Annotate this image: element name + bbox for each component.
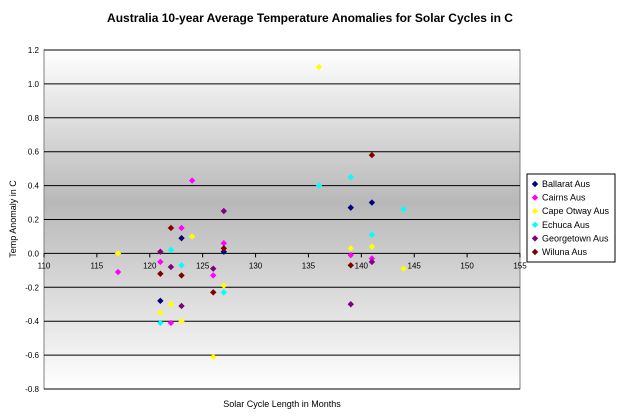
y-tick-label: 0.2 xyxy=(28,216,40,225)
data-point xyxy=(347,245,354,252)
y-tick-label: 1.2 xyxy=(28,46,40,55)
x-axis-label: Solar Cycle Length in Months xyxy=(223,399,341,409)
data-point xyxy=(178,318,185,325)
data-point xyxy=(368,258,376,266)
data-points xyxy=(114,63,407,360)
y-tick-label: 0.0 xyxy=(28,249,40,258)
x-tick-label: 145 xyxy=(408,261,422,270)
legend-marker xyxy=(531,208,539,215)
data-point xyxy=(220,240,228,247)
x-tick-label: 135 xyxy=(302,261,316,270)
data-point xyxy=(347,251,354,259)
data-point xyxy=(368,199,376,206)
y-tick-labels: 1.2 1.0 0.8 0.6 0.4 0.2 0.0 -0.2 -0.4 -0.6 -0.8 xyxy=(25,46,39,394)
data-point xyxy=(220,207,228,215)
y-tick-label: 0.4 xyxy=(28,182,40,191)
grid-lines xyxy=(44,49,520,390)
x-tick-label: 150 xyxy=(460,261,474,270)
data-point xyxy=(210,272,217,279)
y-tick-label: 1.0 xyxy=(28,80,40,89)
legend-box xyxy=(526,173,616,263)
data-point xyxy=(178,224,185,232)
data-point xyxy=(114,250,122,257)
data-point xyxy=(178,302,185,310)
data-point xyxy=(220,289,228,296)
legend-entry: Ballarat Aus xyxy=(542,179,591,189)
y-tick-label: 0.6 xyxy=(28,148,40,157)
legend-entry: Cape Otway Aus xyxy=(542,206,610,216)
legend-marker xyxy=(531,248,539,256)
data-point xyxy=(167,246,175,254)
data-point xyxy=(178,234,185,242)
data-point xyxy=(315,63,323,71)
legend-marker xyxy=(531,194,539,201)
x-tick-label: 130 xyxy=(249,261,263,270)
x-tick-label: 115 xyxy=(91,261,104,270)
x-tick-label: 125 xyxy=(196,261,210,270)
data-point xyxy=(220,248,228,255)
data-point xyxy=(368,231,376,238)
data-point xyxy=(400,206,407,213)
data-point xyxy=(220,245,228,252)
data-point xyxy=(178,272,185,279)
data-point xyxy=(347,173,354,181)
legend-entry: Echuca Aus xyxy=(542,220,590,230)
data-point xyxy=(157,258,164,266)
data-point xyxy=(188,177,196,184)
y-tick-label: 0.8 xyxy=(28,114,40,123)
data-point xyxy=(347,204,354,211)
data-point xyxy=(157,297,164,305)
x-tick-label: 120 xyxy=(143,261,157,270)
data-point xyxy=(157,248,164,255)
data-point xyxy=(368,243,376,250)
data-point xyxy=(368,255,376,262)
data-point xyxy=(114,268,122,276)
x-tick-label: 140 xyxy=(355,261,369,270)
y-tick-label: -0.8 xyxy=(25,385,39,394)
legend-entry: Wiluna Aus xyxy=(542,247,588,257)
y-tick-label: -0.4 xyxy=(25,317,39,326)
legend-entry: Cairns Aus xyxy=(542,193,586,203)
data-point xyxy=(167,224,175,232)
data-point xyxy=(347,262,354,269)
data-point xyxy=(368,151,376,159)
data-point xyxy=(167,319,175,327)
data-point xyxy=(210,353,217,360)
data-point xyxy=(400,265,407,272)
legend-marker xyxy=(531,235,539,242)
data-point xyxy=(157,270,164,277)
data-point xyxy=(188,233,196,240)
y-tick-label: -0.6 xyxy=(25,351,39,360)
legend: Ballarat Aus Cairns Aus Cape Otway Aus Echu… xyxy=(526,173,616,263)
y-axis-label: Temp Anomaly in C xyxy=(8,180,18,258)
chart-title: Australia 10-year Average Temperature An… xyxy=(107,11,513,25)
data-point xyxy=(157,309,164,316)
x-tick-labels: 110 115 120 125 130 135 140 145 150 155 xyxy=(38,253,527,270)
data-point xyxy=(210,265,217,272)
y-tick-label: -0.2 xyxy=(25,283,39,292)
data-point xyxy=(167,263,175,271)
legend-marker xyxy=(531,180,539,188)
data-point xyxy=(210,289,217,296)
data-point xyxy=(220,282,228,289)
legend-entry: Georgetown Aus xyxy=(542,233,609,243)
x-tick-label: 155 xyxy=(513,261,527,270)
data-point xyxy=(167,301,175,308)
legend-marker xyxy=(531,221,539,228)
data-point xyxy=(347,301,354,308)
data-point xyxy=(157,319,164,327)
x-tick-label: 110 xyxy=(38,261,51,270)
data-point xyxy=(315,182,323,189)
data-point xyxy=(178,262,185,269)
